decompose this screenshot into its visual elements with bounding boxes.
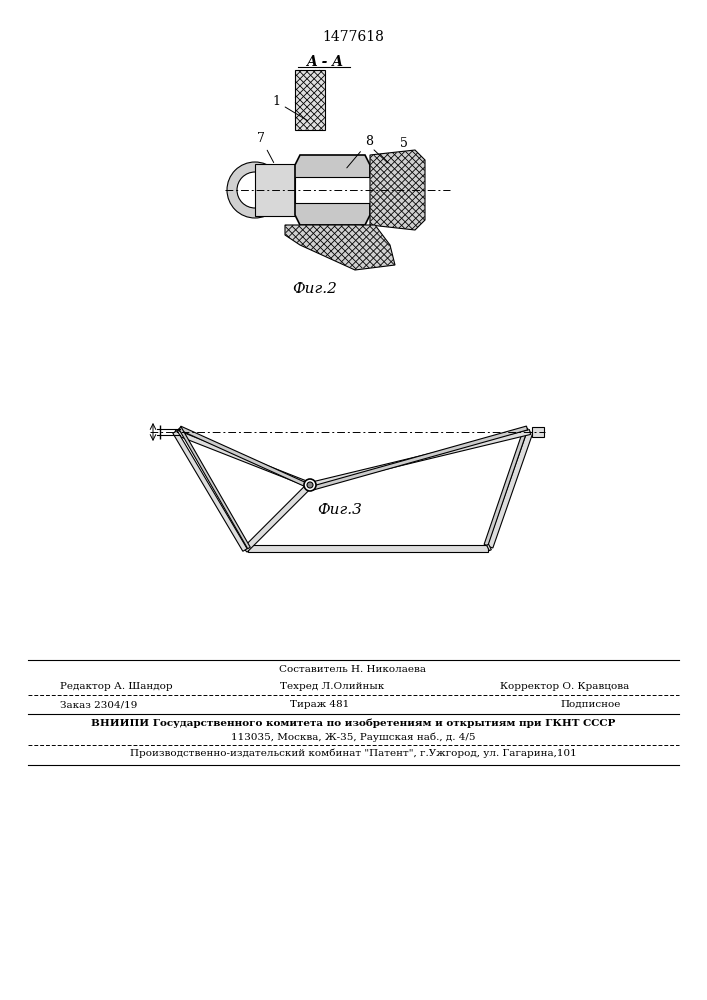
Polygon shape [174, 430, 311, 487]
Polygon shape [255, 164, 295, 216]
Polygon shape [179, 426, 314, 490]
Polygon shape [486, 544, 491, 551]
Text: Составитель Н. Николаева: Составитель Н. Николаева [279, 665, 426, 674]
Text: Производственно-издательский комбинат "Патент", г.Ужгород, ул. Гагарина,101: Производственно-издательский комбинат "П… [129, 749, 576, 758]
Text: Подписное: Подписное [560, 700, 620, 709]
Polygon shape [295, 70, 325, 130]
Text: 1: 1 [272, 95, 308, 121]
Text: Корректор О. Кравцова: Корректор О. Кравцова [500, 682, 629, 691]
Text: A - A: A - A [307, 55, 344, 69]
Polygon shape [484, 427, 528, 546]
Text: Техред Л.Олийнык: Техред Л.Олийнык [280, 682, 384, 691]
Text: Заказ 2304/19: Заказ 2304/19 [60, 700, 137, 709]
Polygon shape [310, 430, 530, 487]
Polygon shape [295, 155, 370, 225]
Circle shape [304, 479, 316, 491]
Text: Тираж 481: Тираж 481 [291, 700, 350, 709]
Text: Фиг.2: Фиг.2 [293, 282, 337, 296]
Circle shape [237, 172, 273, 208]
Text: 113035, Москва, Ж-35, Раушская наб., д. 4/5: 113035, Москва, Ж-35, Раушская наб., д. … [230, 732, 475, 742]
Polygon shape [312, 426, 527, 490]
Polygon shape [248, 544, 488, 552]
Circle shape [227, 162, 283, 218]
Polygon shape [173, 431, 247, 551]
Circle shape [307, 482, 313, 488]
Polygon shape [179, 427, 250, 549]
Text: Редактор А. Шандор: Редактор А. Шандор [60, 682, 173, 691]
Text: 7: 7 [257, 132, 274, 163]
Polygon shape [285, 225, 395, 270]
Polygon shape [295, 177, 370, 203]
Polygon shape [370, 150, 425, 230]
Polygon shape [487, 431, 533, 548]
Text: 8: 8 [347, 135, 373, 168]
Bar [532, 427, 544, 437]
Text: Фиг.3: Фиг.3 [317, 503, 363, 517]
Text: ВНИИПИ Государственного комитета по изобретениям и открытиям при ГКНТ СССР: ВНИИПИ Государственного комитета по изоб… [90, 718, 615, 728]
Polygon shape [243, 483, 312, 552]
Text: 5: 5 [400, 137, 408, 150]
Text: 1477618: 1477618 [322, 30, 384, 44]
